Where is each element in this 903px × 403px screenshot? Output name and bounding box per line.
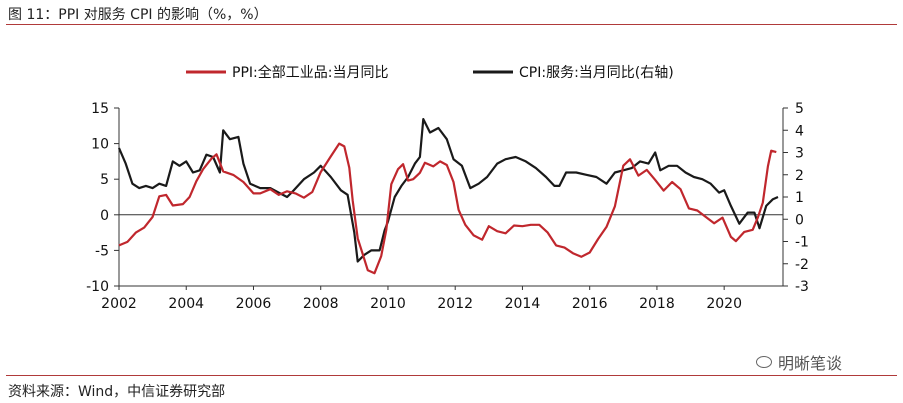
y-right-tick-label: 5	[795, 101, 804, 117]
x-tick-label: 2020	[706, 296, 742, 312]
source-note: 资料来源：Wind，中信证券研究部	[8, 384, 226, 400]
y-right-tick-label: 4	[795, 123, 804, 139]
figure-title: 图 11：PPI 对服务 CPI 的影响（%，%）	[8, 7, 268, 23]
watermark: 明晰笔谈	[756, 350, 842, 374]
x-tick-label: 2006	[236, 296, 272, 312]
series-layer	[117, 118, 779, 275]
x-tick-label: 2016	[572, 296, 608, 312]
watermark-text: 明晰笔谈	[778, 354, 843, 373]
y-right-tick-label: 0	[795, 212, 804, 228]
x-tick-label: 2002	[101, 296, 137, 312]
x-tick-label: 2012	[437, 296, 473, 312]
y-left-tick-label: -10	[86, 279, 109, 295]
legend: PPI:全部工业品:当月同比 CPI:服务:当月同比(右轴)	[186, 64, 674, 81]
y-left-tick-label: 0	[100, 208, 109, 224]
legend-label-ppi: PPI:全部工业品:当月同比	[232, 64, 388, 81]
y-right-tick-label: -3	[795, 279, 809, 295]
y-left-tick-label: -5	[95, 243, 109, 259]
y-left-tick-label: 15	[91, 101, 109, 117]
x-tick-label: 2008	[303, 296, 339, 312]
chart: PPI:全部工业品:当月同比 CPI:服务:当月同比(右轴) 151050-5-…	[86, 64, 809, 312]
y-left-tick-label: 10	[91, 137, 109, 153]
y-left-tick-label: 5	[100, 172, 109, 188]
wechat-icon	[756, 356, 772, 368]
top-rule	[6, 24, 897, 25]
y-right-tick-label: 3	[795, 146, 804, 162]
y-right-tick-label: 1	[795, 190, 804, 206]
series-line-cpi-services	[117, 118, 779, 263]
series-line-ppi	[118, 142, 777, 275]
bottom-rule	[6, 375, 897, 376]
y-right-tick-label: -2	[795, 257, 809, 273]
x-tick-label: 2010	[370, 296, 406, 312]
x-tick-label: 2018	[639, 296, 675, 312]
x-tick-label: 2004	[168, 296, 204, 312]
legend-label-cpi: CPI:服务:当月同比(右轴)	[519, 65, 674, 81]
x-tick-label: 2014	[505, 296, 541, 312]
y-right-tick-label: 2	[795, 168, 804, 184]
y-right-tick-label: -1	[795, 235, 809, 251]
